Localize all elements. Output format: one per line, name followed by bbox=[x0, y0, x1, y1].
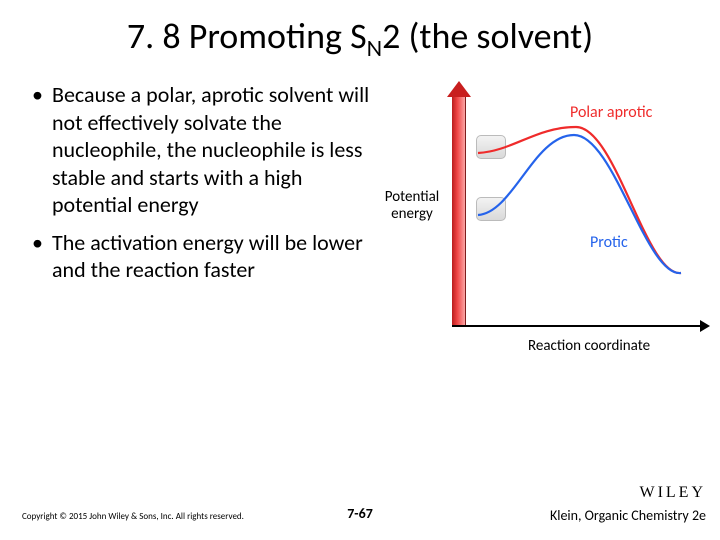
title-subscript: N bbox=[367, 34, 383, 63]
aprotic-curve bbox=[478, 127, 681, 273]
copyright-text: Copyright © 2015 John Wiley & Sons, Inc.… bbox=[22, 511, 244, 522]
y-axis-label: Potential energy bbox=[376, 189, 448, 224]
page-number: 7-67 bbox=[347, 505, 373, 522]
x-axis-arrow bbox=[452, 325, 702, 327]
curves-svg bbox=[466, 93, 698, 325]
title-prefix: 7. 8 Promoting S bbox=[127, 14, 367, 58]
ylabel-line1: Potential bbox=[385, 188, 439, 206]
title-suffix: 2 (the solvent) bbox=[382, 14, 593, 58]
list-item: Because a polar, aprotic solvent will no… bbox=[38, 81, 380, 219]
content-area: Because a polar, aprotic solvent will no… bbox=[0, 77, 720, 361]
list-item: The activation energy will be lower and … bbox=[38, 229, 380, 284]
y-axis-arrow bbox=[452, 93, 466, 325]
energy-diagram: Potential energy Reaction coordinate Pol… bbox=[380, 81, 700, 361]
x-axis-label: Reaction coordinate bbox=[528, 337, 650, 355]
protic-curve bbox=[478, 135, 681, 273]
ylabel-line2: energy bbox=[391, 205, 433, 223]
book-title: Klein, Organic Chemistry 2e bbox=[550, 507, 706, 524]
slide-title: 7. 8 Promoting SN2 (the solvent) bbox=[0, 0, 720, 77]
wiley-logo: WILEY bbox=[639, 484, 706, 502]
bullet-list: Because a polar, aprotic solvent will no… bbox=[20, 81, 380, 361]
